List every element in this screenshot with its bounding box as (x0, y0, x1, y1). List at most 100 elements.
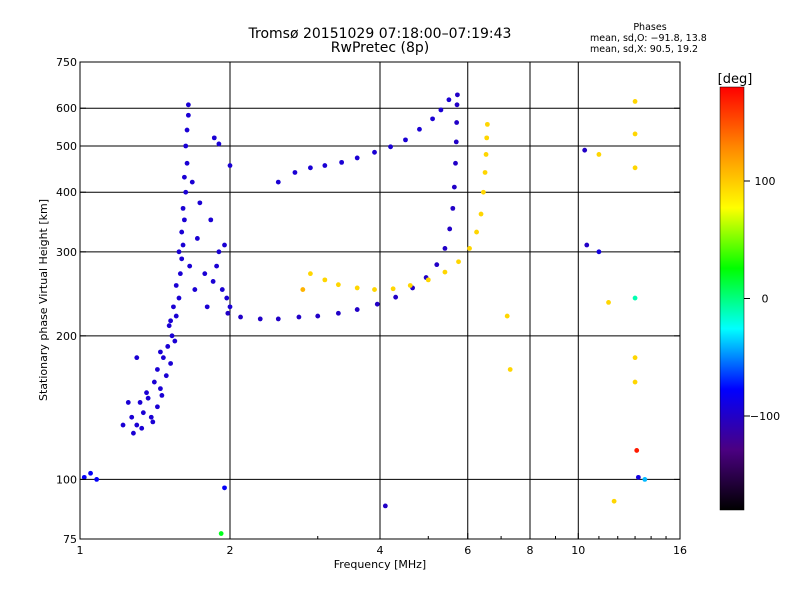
x-tick-label: 6 (464, 544, 471, 557)
echo-point (184, 127, 190, 133)
echo-point (388, 144, 393, 150)
echo-point (632, 379, 638, 385)
echo-point (483, 152, 489, 157)
echo-point (159, 393, 165, 398)
phase-statistics-o-mode: mean, sd,O: −91.8, 13.8 (590, 33, 707, 44)
colorbar (719, 86, 745, 511)
echo-point (151, 379, 157, 385)
echo-point (257, 316, 263, 322)
x-tick-label: 16 (673, 544, 687, 557)
echo-point (453, 160, 458, 166)
echo-point (222, 242, 227, 248)
echo-point (166, 323, 172, 329)
colorbar-tick-label: 100 (755, 175, 776, 188)
phase-statistics-heading: Phases (633, 22, 667, 33)
echo-point (145, 395, 151, 401)
echo-point (185, 102, 191, 108)
echo-point (197, 200, 203, 206)
echo-point (322, 277, 328, 283)
x-tick-label: 4 (377, 544, 384, 557)
echo-point (208, 217, 214, 223)
echo-point (632, 355, 638, 361)
echo-point (137, 400, 143, 405)
echo-point (480, 189, 486, 195)
phase-statistics: Phases mean, sd,O: −91.8, 13.8 mean, sd,… (590, 22, 710, 55)
echo-point (322, 163, 328, 168)
echo-point (308, 271, 313, 277)
echo-point (172, 338, 178, 344)
echo-point (632, 99, 638, 104)
echo-point (390, 286, 396, 292)
echo-point (227, 163, 233, 168)
echo-point (211, 135, 217, 141)
echo-point (582, 147, 588, 153)
echo-point (163, 373, 169, 379)
echo-point (300, 287, 306, 292)
echo-point (214, 263, 220, 269)
echo-point (611, 498, 617, 504)
echo-point (81, 474, 87, 480)
echo-point (507, 367, 513, 372)
echo-point (430, 116, 435, 122)
echo-point (438, 107, 444, 113)
echo-point (434, 262, 440, 268)
phase-statistics-x-mode: mean, sd,X: 90.5, 19.2 (590, 44, 699, 55)
echo-point (173, 313, 179, 319)
echo-point (354, 155, 360, 161)
echo-point (634, 448, 640, 453)
echo-point (185, 112, 191, 118)
echo-point (177, 271, 183, 277)
echo-point (393, 294, 399, 300)
echo-point (372, 287, 377, 292)
echo-point (155, 367, 160, 372)
echo-point (180, 205, 186, 211)
echo-point (134, 422, 140, 428)
echo-point (339, 159, 345, 165)
echo-point (447, 226, 453, 232)
echo-point (216, 249, 222, 255)
echo-point (606, 300, 611, 305)
echo-point (454, 102, 460, 108)
echo-point (180, 242, 186, 248)
echo-point (354, 307, 360, 312)
echo-point (173, 283, 179, 288)
echo-point (456, 259, 461, 265)
echo-point (218, 531, 224, 536)
echo-point (150, 419, 156, 425)
echo-point (216, 141, 222, 147)
echo-point (183, 189, 189, 195)
echo-point (202, 271, 208, 277)
y-tick-label: 400 (56, 186, 77, 199)
echo-point (632, 131, 638, 137)
echo-point (176, 295, 182, 301)
echo-point (171, 304, 176, 310)
echo-point (210, 279, 216, 284)
echo-point (403, 137, 408, 143)
echo-point (374, 301, 380, 307)
echo-point (292, 170, 298, 175)
echo-point (169, 333, 175, 339)
echo-point (484, 121, 490, 127)
echo-point (222, 485, 227, 491)
echo-point (120, 422, 126, 428)
colorbar-tick-label: −100 (750, 410, 780, 423)
echo-point (442, 269, 448, 275)
grid-lines (80, 62, 680, 539)
x-axis-label: Frequency [MHz] (334, 558, 426, 571)
echo-point (158, 386, 163, 392)
echo-point (160, 355, 166, 361)
echo-point (129, 414, 135, 420)
echo-point (204, 304, 210, 310)
echo-point (335, 310, 341, 316)
y-axis-ticks: 75 100 200 300 400 500 600 750 (56, 56, 680, 546)
echo-point (165, 344, 171, 349)
echo-point (504, 313, 510, 319)
echo-point (450, 205, 456, 211)
echo-point (372, 149, 377, 155)
echo-point (184, 160, 190, 166)
echo-point (455, 92, 460, 98)
echo-point (335, 282, 341, 288)
echo-point (484, 135, 490, 141)
y-tick-label: 75 (63, 533, 77, 546)
